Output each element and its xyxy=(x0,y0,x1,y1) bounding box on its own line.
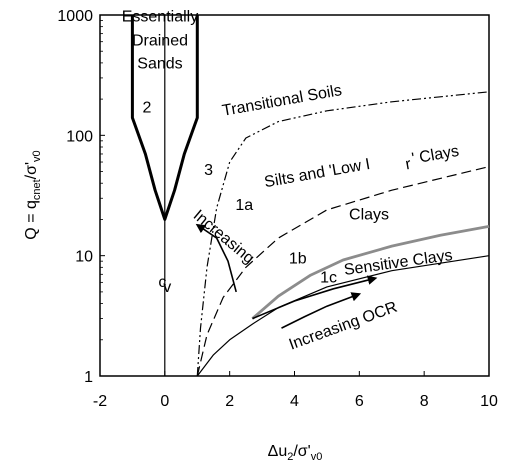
annotation-label: v xyxy=(163,279,171,296)
series-line-2 xyxy=(196,91,490,377)
series-line-3 xyxy=(196,166,490,377)
annotation-label: ' Clays xyxy=(411,143,461,168)
y-tick-label: 10 xyxy=(75,249,93,266)
annotation-label: 1b xyxy=(289,251,307,268)
y-tick-label: 1 xyxy=(84,369,93,386)
annotation-label: Clays xyxy=(349,206,389,223)
series-layer xyxy=(130,15,490,377)
annotation-label: Increasing xyxy=(190,207,257,267)
annotation-label: 1a xyxy=(235,197,253,214)
annotation-label: r xyxy=(404,156,413,174)
annotation-label: c xyxy=(158,274,166,291)
annotation-label: Sands xyxy=(137,55,182,72)
y-tick-label: 1000 xyxy=(57,8,93,25)
y-axis-label: Q = qcnet/σ'v0 xyxy=(23,150,43,239)
annotation-label: Transitional Soils xyxy=(221,82,343,120)
tick-layer: -2 0 2 4 6 8 10 1 10 100 1000 xyxy=(57,8,498,410)
x-tick-label: 2 xyxy=(225,393,234,410)
x-tick-label: 6 xyxy=(355,393,364,410)
x-tick-label: 0 xyxy=(160,393,169,410)
x-tick-label: 8 xyxy=(420,393,429,410)
y-tick-label: 100 xyxy=(66,128,93,145)
annotation-label: 2 xyxy=(143,99,152,116)
x-tick-label: 10 xyxy=(480,393,498,410)
annotation-label: Increasing OCR xyxy=(287,299,400,354)
x-axis-label: Δu2/σ'v0 xyxy=(268,443,323,463)
annotation-label: Silts and 'Low I xyxy=(263,156,371,191)
trend-arrow-0 xyxy=(195,223,237,293)
annotation-label: Sensitive Clays xyxy=(343,247,454,279)
series-line-5 xyxy=(251,225,490,320)
annotation-label: 1c xyxy=(320,269,337,286)
annotation-label: 3 xyxy=(204,162,213,179)
series-line-4 xyxy=(196,255,490,377)
annotation-label: Drained xyxy=(132,32,188,49)
x-tick-label: 4 xyxy=(290,393,299,410)
trend-arrow-1 xyxy=(252,275,378,320)
arrow-layer xyxy=(195,223,378,329)
annotation-label: Essentially xyxy=(122,9,198,26)
trend-arrow-2 xyxy=(281,292,362,329)
x-tick-label: -2 xyxy=(93,393,107,410)
